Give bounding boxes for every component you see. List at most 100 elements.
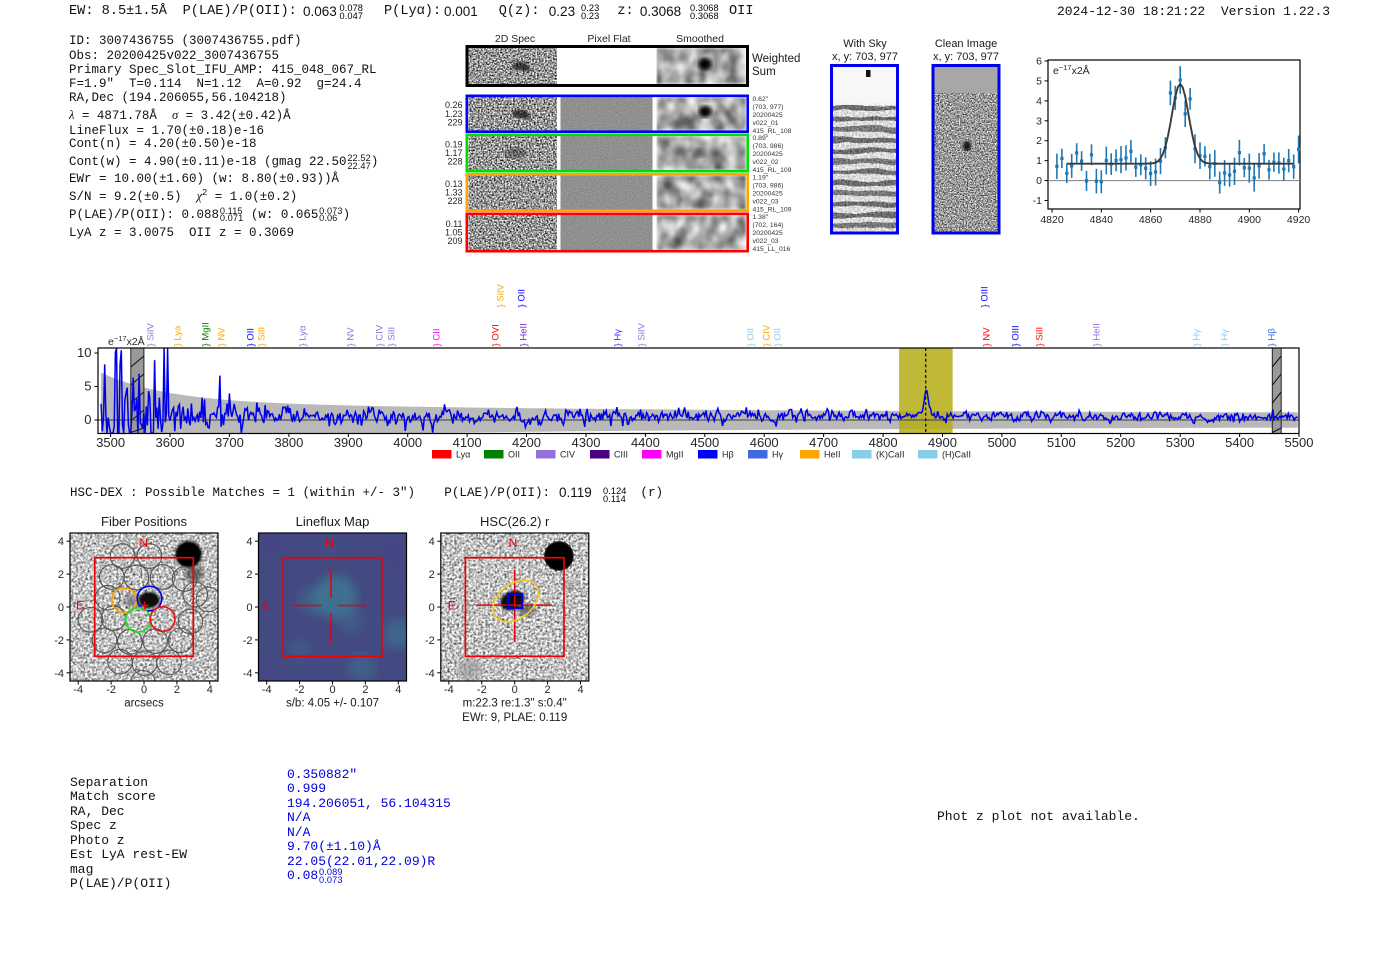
svg-text:x, y: 703, 977: x, y: 703, 977 [832,51,898,63]
svg-text:E: E [263,599,271,613]
svg-text:-2: -2 [425,635,435,647]
svg-text:5500: 5500 [1285,435,1314,450]
svg-text:N: N [509,536,518,550]
svg-text:4: 4 [429,536,435,548]
svg-text:-4: -4 [425,668,435,680]
svg-text:0.13: 0.13 [445,179,463,189]
svg-text:1.33: 1.33 [445,188,463,198]
svg-text:v022_01: v022_01 [753,120,779,127]
svg-text:} SiIV: } SiIV [146,323,157,347]
svg-text:} SiII: } SiII [1035,327,1046,347]
svg-text:Pixel Flat: Pixel Flat [587,33,630,45]
svg-text:HSC(26.2) r: HSC(26.2) r [480,514,550,529]
svg-text:2D Spec: 2D Spec [495,33,535,45]
svg-text:-2: -2 [295,684,305,696]
svg-text:5400: 5400 [1225,435,1254,450]
svg-text:20200425: 20200425 [753,151,783,158]
svg-text:10: 10 [77,345,91,360]
svg-text:229: 229 [447,117,462,127]
svg-text:Fiber Positions: Fiber Positions [101,514,187,529]
svg-text:Sum: Sum [752,66,776,78]
svg-text:(703, 977): (703, 977) [753,104,784,111]
svg-text:-4: -4 [243,668,253,680]
svg-text:Hβ: Hβ [722,450,734,460]
svg-text:} SiIV: } SiIV [496,284,507,308]
svg-text:3600: 3600 [156,435,185,450]
svg-text:-4: -4 [73,684,83,696]
svg-text:} OVI: } OVI [491,324,502,346]
svg-text:-2: -2 [106,684,116,696]
svg-text:OII: OII [508,450,520,460]
svg-text:0: 0 [429,602,435,614]
svg-text:4: 4 [395,684,401,696]
svg-text:v022_02: v022_02 [753,159,779,166]
svg-text:With Sky: With Sky [843,38,887,50]
svg-text:} SiII: } SiII [387,327,398,347]
svg-text:4: 4 [1036,95,1042,107]
svg-text:4500: 4500 [690,435,719,450]
svg-text:Lineflux Map: Lineflux Map [296,514,370,529]
svg-text:} NV: } NV [346,327,357,347]
svg-text:2: 2 [429,569,435,581]
svg-text:20200425: 20200425 [753,191,783,198]
svg-text:5200: 5200 [1106,435,1135,450]
svg-text:228: 228 [447,157,462,167]
svg-text:2: 2 [246,569,252,581]
svg-text:e−17x2Å: e−17x2Å [1053,63,1090,78]
svg-text:} MgII: } MgII [201,322,212,346]
svg-text:415_LL_016: 415_LL_016 [753,246,791,253]
svg-text:5100: 5100 [1047,435,1076,450]
svg-text:Lyα: Lyα [456,450,470,460]
svg-text:0: 0 [329,684,335,696]
svg-text:20200425: 20200425 [753,230,783,237]
svg-text:E: E [448,599,456,613]
svg-text:4: 4 [207,684,213,696]
svg-text:} NV: } NV [217,327,228,347]
svg-text:} Lyα: } Lyα [298,325,309,347]
svg-text:Hγ: Hγ [772,450,783,460]
svg-text:4880: 4880 [1188,214,1212,226]
svg-text:415_RL_109: 415_RL_109 [753,207,792,214]
svg-text:-2: -2 [243,635,253,647]
svg-text:4820: 4820 [1040,214,1064,226]
svg-text:4860: 4860 [1139,214,1163,226]
svg-text:} CIV: } CIV [375,324,386,346]
svg-text:0.62": 0.62" [753,96,769,103]
svg-text:(H)CaII: (H)CaII [942,450,971,460]
svg-text:3800: 3800 [274,435,303,450]
svg-text:0: 0 [246,602,252,614]
svg-text:415_RL_108: 415_RL_108 [753,128,792,135]
svg-text:-4: -4 [262,684,272,696]
svg-text:4: 4 [577,684,583,696]
svg-text:-1: -1 [1033,195,1042,207]
svg-text:} OIII: } OIII [1011,325,1022,346]
svg-text:N: N [139,536,148,550]
svg-text:} Hβ: } Hβ [1267,328,1278,347]
svg-text:0.89": 0.89" [753,135,769,142]
svg-text:2: 2 [545,684,551,696]
svg-text:} HeII: } HeII [519,323,530,346]
svg-text:1.05: 1.05 [445,228,463,238]
svg-text:-2: -2 [54,635,64,647]
svg-text:3500: 3500 [96,435,125,450]
svg-text:CIII: CIII [614,450,628,460]
svg-text:v022_03: v022_03 [753,199,779,206]
svg-text:-4: -4 [54,668,64,680]
svg-text:228: 228 [447,196,462,206]
svg-text:2: 2 [174,684,180,696]
svg-text:1: 1 [1036,155,1042,167]
svg-text:MgII: MgII [666,450,684,460]
svg-text:4700: 4700 [809,435,838,450]
svg-text:(702, 164): (702, 164) [753,222,784,229]
svg-text:4900: 4900 [928,435,957,450]
svg-text:4400: 4400 [631,435,660,450]
svg-text:5000: 5000 [987,435,1016,450]
svg-text:} OII: } OII [773,328,784,347]
svg-text:4100: 4100 [453,435,482,450]
svg-text:E: E [76,599,84,613]
svg-text:x, y: 703, 977: x, y: 703, 977 [933,51,999,63]
svg-text:0.19: 0.19 [445,139,463,149]
svg-text:CIV: CIV [560,450,575,460]
svg-text:HeII: HeII [824,450,841,460]
svg-text:1.38": 1.38" [753,214,769,221]
